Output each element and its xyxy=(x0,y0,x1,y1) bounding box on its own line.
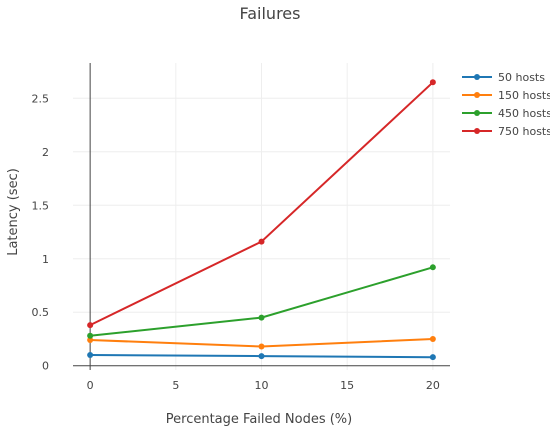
grid xyxy=(73,63,450,370)
series-150-hosts xyxy=(87,335,436,350)
x-tick-label: 10 xyxy=(255,379,269,392)
data-point[interactable] xyxy=(87,352,94,359)
data-point[interactable] xyxy=(87,332,94,339)
x-tick-label: 5 xyxy=(172,379,179,392)
x-axis-title: Percentage Failed Nodes (%) xyxy=(166,412,352,427)
series-450-hosts xyxy=(87,264,436,339)
legend-swatch-marker xyxy=(474,92,480,98)
data-point[interactable] xyxy=(258,353,265,360)
y-tick-label: 0 xyxy=(42,360,49,373)
y-tick-label: 1 xyxy=(42,253,49,266)
data-point[interactable] xyxy=(258,238,265,245)
x-tick-label: 15 xyxy=(340,379,354,392)
legend-label: 750 hosts xyxy=(498,125,550,138)
data-point[interactable] xyxy=(429,354,436,361)
legend-swatch-marker xyxy=(474,74,480,80)
legend-label: 150 hosts xyxy=(498,89,550,102)
x-tick-label: 0 xyxy=(87,379,94,392)
x-tick-label: 20 xyxy=(426,379,440,392)
data-point[interactable] xyxy=(87,322,94,329)
y-tick-label: 2 xyxy=(42,146,49,159)
data-point[interactable] xyxy=(429,335,436,342)
legend-label: 50 hosts xyxy=(498,71,545,84)
chart-title: Failures xyxy=(240,4,301,23)
data-point[interactable] xyxy=(429,79,436,86)
y-axis-title: Latency (sec) xyxy=(6,168,21,256)
series-group xyxy=(87,79,436,361)
legend-item[interactable]: 150 hosts xyxy=(462,89,550,102)
series-50-hosts xyxy=(87,352,436,361)
legend-swatch-marker xyxy=(474,110,480,116)
legend-item[interactable]: 50 hosts xyxy=(462,71,545,84)
y-tick-label: 1.5 xyxy=(32,199,50,212)
legend-item[interactable]: 450 hosts xyxy=(462,107,550,120)
data-point[interactable] xyxy=(258,343,265,350)
tick-labels: 0 5 10 15 20 0 0.5 1 1.5 2 2.5 xyxy=(32,92,440,392)
series-750-hosts xyxy=(87,79,436,329)
legend-label: 450 hosts xyxy=(498,107,550,120)
data-point[interactable] xyxy=(429,264,436,271)
legend-item[interactable]: 750 hosts xyxy=(462,125,550,138)
data-point[interactable] xyxy=(87,337,94,344)
y-tick-label: 0.5 xyxy=(32,306,50,319)
y-tick-label: 2.5 xyxy=(32,92,50,105)
legend-swatch-marker xyxy=(474,128,480,134)
legend[interactable]: 50 hosts 150 hosts 450 hosts 750 hosts xyxy=(462,71,550,138)
axes xyxy=(73,63,450,370)
data-point[interactable] xyxy=(258,314,265,321)
